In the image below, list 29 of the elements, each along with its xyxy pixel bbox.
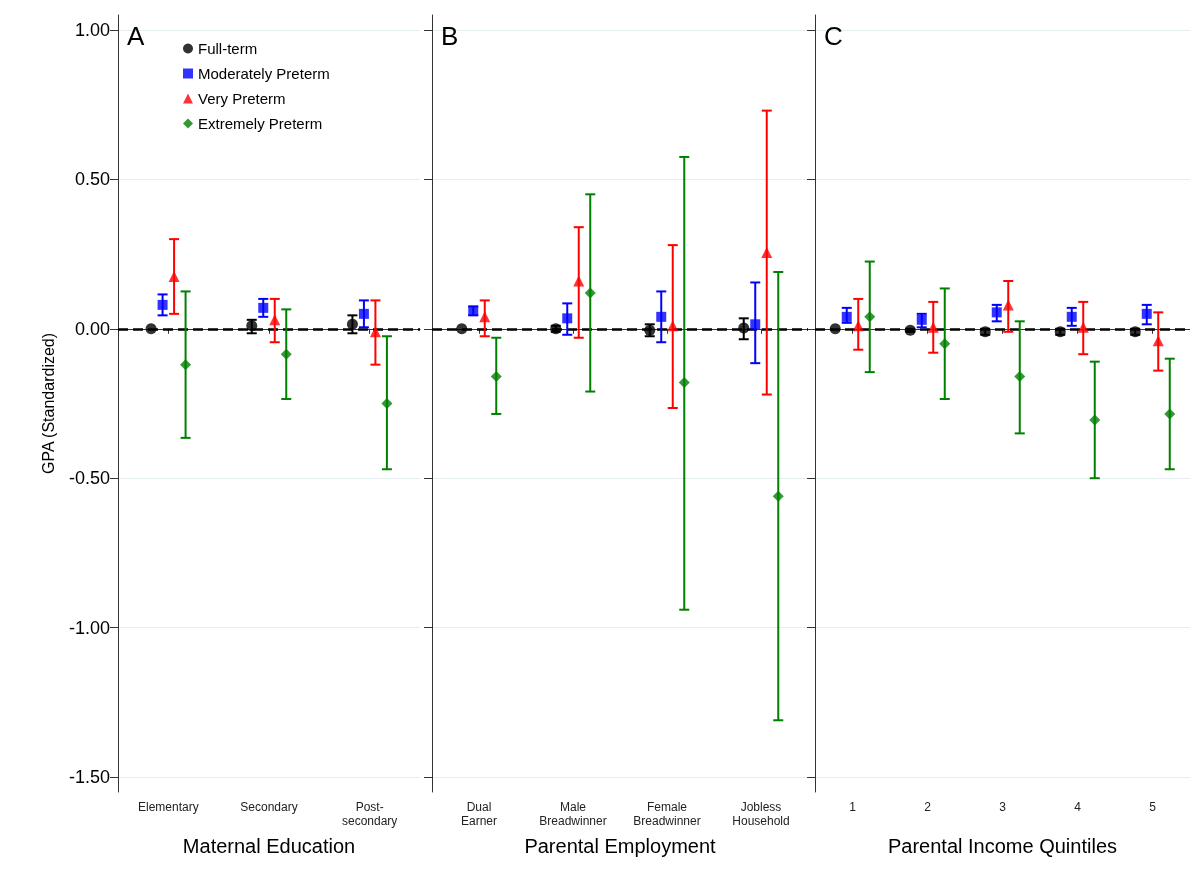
chart-title: C <box>824 21 843 51</box>
chart-title: B <box>441 21 459 51</box>
x-tick-label: 1 <box>849 800 857 814</box>
y-tick-label: -1.00 <box>68 617 110 638</box>
x-tick-label: Male Breadwinner <box>539 800 607 828</box>
legend-label: Full-term <box>198 40 258 57</box>
x-tick-label: Secondary <box>240 800 298 814</box>
x-tick-label: 2 <box>924 800 932 814</box>
x-tick-label: 5 <box>1149 800 1157 814</box>
legend-label: Very Preterm <box>198 90 286 107</box>
x-tick-label: 3 <box>999 800 1007 814</box>
x-tick-label: Dual Earner <box>460 800 498 828</box>
y-tick-label: -1.50 <box>68 767 110 788</box>
x-axis-title: Parental Employment <box>524 835 717 857</box>
y-tick-label: 0.50 <box>74 169 110 190</box>
y-tick-label: 0.00 <box>74 318 110 339</box>
y-axis-title: GPA (Standardized) <box>39 332 57 475</box>
legend-label: Moderately Preterm <box>198 65 330 82</box>
x-axis-title: Maternal Education <box>182 835 356 857</box>
x-tick-label: Jobless Household <box>732 800 790 828</box>
legend-label: Extremely Preterm <box>198 115 323 132</box>
y-tick-label: -0.50 <box>68 468 110 489</box>
x-tick-label: Female Breadwinner <box>633 800 701 828</box>
x-tick-label: Post- secondary <box>341 800 398 828</box>
x-axis-title: Parental Income Quintiles <box>887 835 1118 857</box>
x-tick-label: 4 <box>1074 800 1082 814</box>
x-tick-label: Elementary <box>137 800 199 814</box>
y-tick-label: 1.00 <box>74 19 110 40</box>
chart-title: A <box>127 21 145 51</box>
